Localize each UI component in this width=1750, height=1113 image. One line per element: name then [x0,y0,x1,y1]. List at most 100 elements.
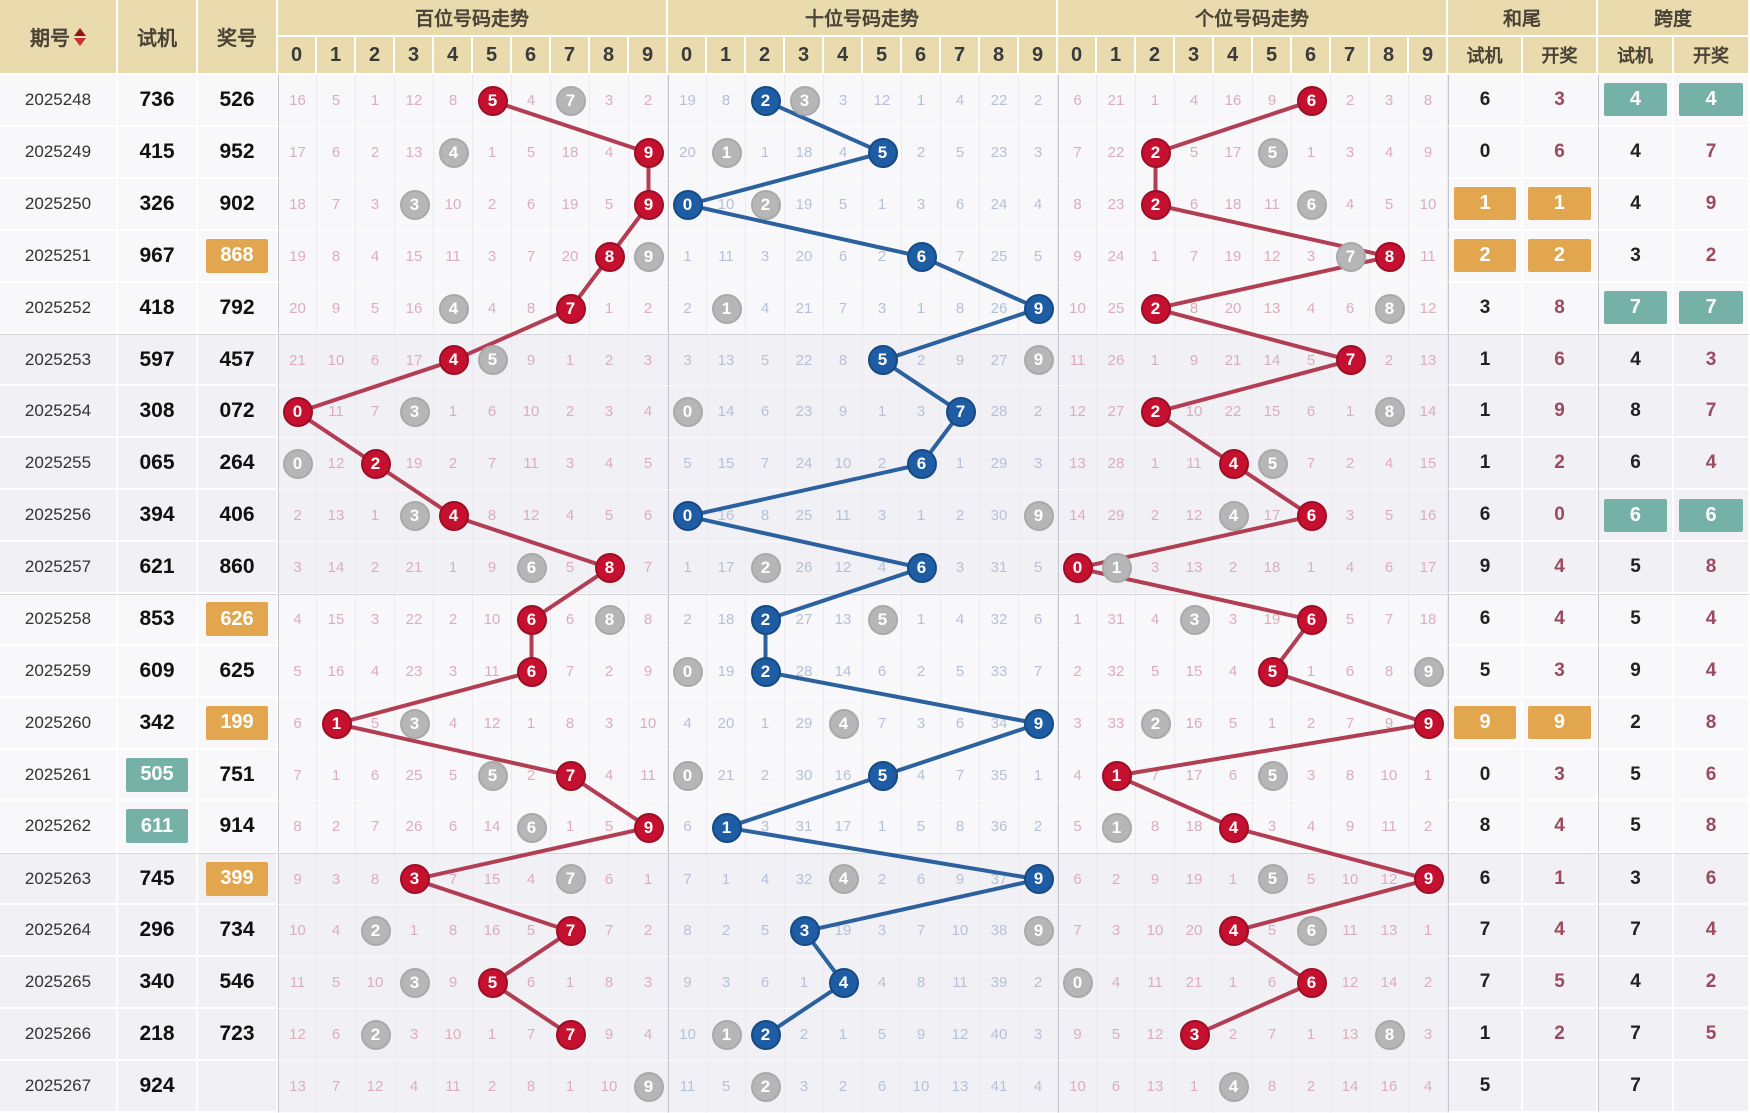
miss-count-cell [1214,1060,1253,1113]
miss-count-cell: 1 [1292,126,1331,179]
miss-count-cell: 12 [317,438,356,491]
win-number-cell: 860 [198,542,278,594]
kuadu-test-cell: 5 [1598,801,1674,854]
miss-count-cell: 8 [317,230,356,283]
miss-count-cell: 11 [473,645,512,698]
hewei-win-cell: 2 [1523,230,1598,283]
miss-count-cell: 11 [1175,438,1214,491]
miss-count-cell: 11 [1058,334,1097,387]
miss-count-cell: 12 [395,75,434,127]
miss-count-cell: 28 [785,645,824,698]
miss-count-cell: 9 [1331,801,1370,854]
miss-count-cell [1058,542,1097,594]
miss-count-cell: 14 [1253,334,1292,387]
test-number-cell: 853 [118,593,198,646]
miss-count-cell [1175,593,1214,646]
miss-count-cell: 5 [590,490,629,543]
win-number-highlight: 868 [206,238,268,273]
miss-count-cell: 29 [785,697,824,750]
miss-count-cell: 10 [1058,1060,1097,1113]
hewei-win-cell: 8 [1523,282,1598,335]
miss-count-cell: 3 [473,230,512,283]
hewei-win-cell: 1 [1523,853,1598,906]
miss-count-cell: 1 [863,801,902,854]
miss-count-cell [434,126,473,179]
hewei-test-cell: 8 [1448,801,1523,854]
miss-count-cell: 17 [1214,126,1253,179]
miss-count-cell: 2 [629,282,668,335]
miss-count-cell: 4 [629,1009,668,1061]
miss-count-cell: 1 [590,282,629,335]
miss-count-cell: 18 [1214,178,1253,231]
miss-count-cell: 4 [278,593,317,646]
miss-count-cell [278,386,317,439]
hewei-win-cell: 3 [1523,75,1598,127]
miss-count-cell: 7 [1331,697,1370,750]
miss-count-cell: 5 [1175,126,1214,179]
miss-count-cell: 13 [941,1060,980,1113]
miss-count-cell: 10 [629,697,668,750]
miss-count-cell [1214,905,1253,958]
miss-count-cell: 1 [356,490,395,543]
miss-count-cell: 8 [902,957,941,1010]
period-header[interactable]: 期号 [0,0,118,75]
miss-count-cell: 14 [824,645,863,698]
test-number-cell: 924 [118,1060,198,1113]
miss-count-cell: 3 [1292,749,1331,802]
kuadu-win-cell: 8 [1674,801,1750,854]
miss-count-cell: 6 [902,853,941,906]
miss-count-cell: 2 [1292,1060,1331,1113]
miss-count-cell: 3 [356,593,395,646]
miss-count-cell [785,75,824,127]
test-number-cell: 342 [118,697,198,750]
miss-count-cell: 10 [512,386,551,439]
win-number-cell: 072 [198,386,278,439]
kuadu-test-cell: 4 [1598,178,1674,231]
miss-count-cell: 1 [902,75,941,127]
digit-header-units-5: 5 [1253,37,1292,75]
miss-count-cell: 17 [824,801,863,854]
sort-icon[interactable] [74,27,86,46]
miss-count-cell: 7 [1253,1009,1292,1061]
kuadu-test-cell: 7 [1598,282,1674,335]
win-number-highlight: 626 [206,602,268,637]
miss-count-cell [629,1060,668,1113]
test-number-cell: 967 [118,230,198,283]
miss-count-cell: 6 [278,697,317,750]
miss-count-cell: 7 [356,801,395,854]
miss-count-cell: 4 [1214,645,1253,698]
miss-count-cell: 4 [941,75,980,127]
hewei-win-cell: 4 [1523,542,1598,594]
miss-count-cell [668,645,707,698]
miss-count-cell [824,957,863,1010]
hewei-test-cell-highlight: 2 [1454,239,1516,273]
miss-count-cell: 5 [629,438,668,491]
miss-count-cell: 9 [1058,1009,1097,1061]
hewei-win-cell: 4 [1523,905,1598,958]
miss-count-cell: 1 [902,490,941,543]
miss-count-cell: 7 [668,853,707,906]
hewei-win-cell-highlight: 1 [1528,187,1591,221]
win-number-cell: 792 [198,282,278,335]
miss-count-cell [629,126,668,179]
period-header-label: 期号 [30,28,70,50]
period-cell: 2025258 [0,593,118,646]
miss-count-cell: 4 [1370,438,1409,491]
miss-count-cell: 31 [980,542,1019,594]
miss-count-cell: 8 [356,853,395,906]
digit-header-tens-7: 7 [941,37,980,75]
hewei-win-cell: 6 [1523,334,1598,387]
miss-count-cell: 6 [434,801,473,854]
miss-count-cell: 4 [512,853,551,906]
miss-count-cell [1370,282,1409,335]
miss-count-cell: 10 [434,178,473,231]
miss-count-cell [1058,957,1097,1010]
hewei-test-cell: 1 [1448,178,1523,231]
kuadu-win-cell: 6 [1674,853,1750,906]
miss-count-cell: 13 [1175,542,1214,594]
miss-count-cell: 4 [590,749,629,802]
miss-count-cell: 31 [1097,593,1136,646]
kuadu-win-cell: 6 [1674,749,1750,802]
miss-count-cell: 1 [473,1009,512,1061]
miss-count-cell: 28 [1097,438,1136,491]
